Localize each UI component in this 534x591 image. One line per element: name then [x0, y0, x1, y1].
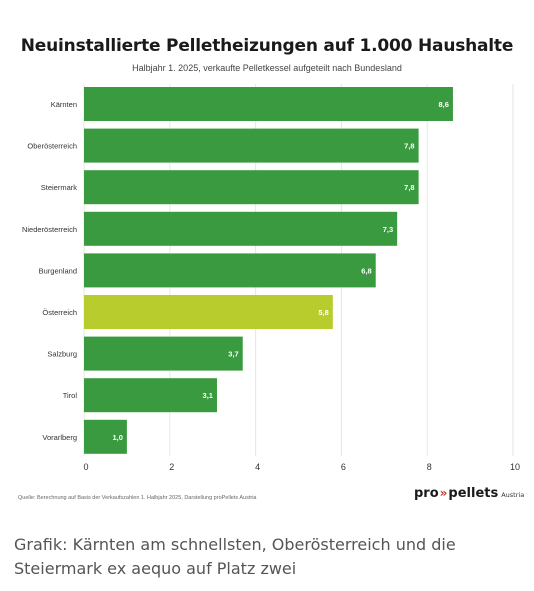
bar-7 [84, 378, 217, 413]
category-label: Steiermark [41, 183, 78, 192]
category-label: Burgenland [39, 266, 77, 275]
image-caption: Grafik: Kärnten am schnellsten, Oberöste… [14, 533, 524, 581]
value-label: 3,1 [203, 391, 213, 400]
value-label: 7,8 [404, 183, 414, 192]
value-label: 7,3 [383, 225, 393, 234]
logo-pro: pro [414, 486, 439, 501]
value-label: 6,8 [361, 266, 371, 275]
x-tick-label: 2 [169, 462, 174, 472]
bar-4 [84, 253, 376, 288]
category-label: Österreich [42, 308, 77, 317]
bar-6 [84, 336, 243, 371]
category-label: Tirol [63, 391, 78, 400]
value-label: 8,6 [439, 100, 449, 109]
caption-line-2: Steiermark ex aequo auf Platz zwei [14, 559, 297, 578]
x-tick-label: 4 [255, 462, 260, 472]
category-label: Vorarlberg [42, 433, 77, 442]
x-tick-label: 0 [83, 462, 88, 472]
x-tick-label: 8 [427, 462, 432, 472]
logo-pellets: pellets [448, 486, 499, 501]
value-label: 5,8 [318, 308, 328, 317]
caption-line-1: Grafik: Kärnten am schnellsten, Oberöste… [14, 535, 456, 554]
category-label: Niederösterreich [22, 225, 77, 234]
bar-2 [84, 170, 419, 205]
bar-0 [84, 87, 453, 121]
x-tick-label: 10 [510, 462, 520, 472]
bar-1 [84, 128, 419, 163]
logo-sub: Austria [501, 491, 525, 499]
bar-8 [84, 419, 127, 454]
category-label: Salzburg [47, 350, 77, 359]
logo-chevron-icon: » [439, 486, 448, 500]
chart-card: Neuinstallierte Pelletheizungen auf 1.00… [18, 36, 525, 501]
chart-title: Neuinstallierte Pelletheizungen auf 1.00… [20, 36, 514, 56]
category-label: Kärnten [51, 100, 77, 109]
value-label: 3,7 [228, 350, 238, 359]
value-label: 7,8 [404, 142, 414, 151]
source-note: Quelle: Berechnung auf Basis der Verkauf… [18, 495, 257, 501]
chart-subtitle: Halbjahr 1. 2025, verkaufte Pelletkessel… [132, 63, 402, 73]
category-label: Oberösterreich [27, 142, 77, 151]
value-label: 1,0 [112, 433, 122, 442]
bar-5 [84, 295, 333, 329]
x-tick-label: 6 [341, 462, 346, 472]
propellets-logo: pro»pellets Austria [414, 486, 524, 501]
bar-chart: 0 2 4 6 8 10 Kärnten 8,6 Oberösterreich 7,8 Steier… [22, 84, 520, 472]
bar-3 [84, 211, 398, 246]
